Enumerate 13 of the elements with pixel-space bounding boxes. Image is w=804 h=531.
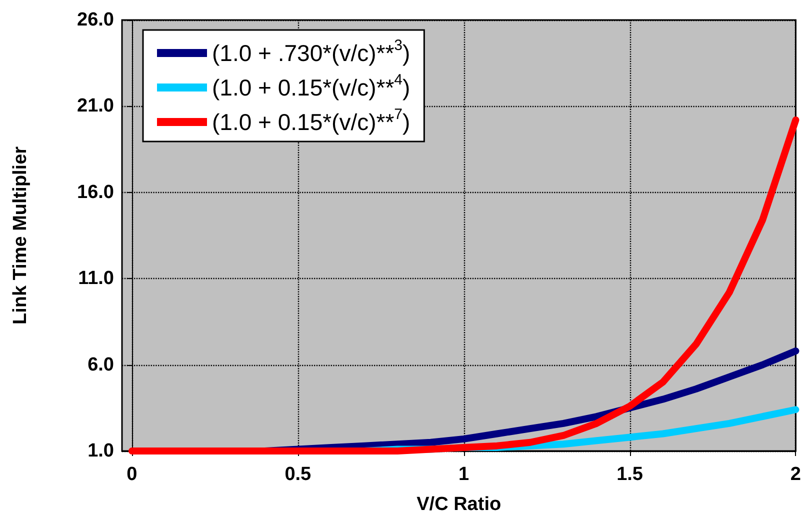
x-tick-label: 0 — [126, 464, 138, 485]
x-tick-label: 1 — [458, 464, 470, 485]
y-tick-label: 11.0 — [78, 268, 114, 290]
x-tick-label: 2 — [790, 464, 802, 485]
y-axis-title: Link Time Multiplier — [10, 146, 31, 325]
y-tick-label: 1.0 — [88, 440, 114, 462]
x-tick-label: 1.5 — [616, 464, 644, 485]
y-tick-label: 21.0 — [77, 96, 114, 117]
x-axis-title: V/C Ratio — [416, 494, 502, 515]
x-tick-label: 0.5 — [284, 464, 312, 485]
y-tick-label: 16.0 — [77, 182, 114, 203]
y-tick-label: 6.0 — [88, 354, 114, 376]
y-tick-label: 26.0 — [77, 10, 114, 30]
